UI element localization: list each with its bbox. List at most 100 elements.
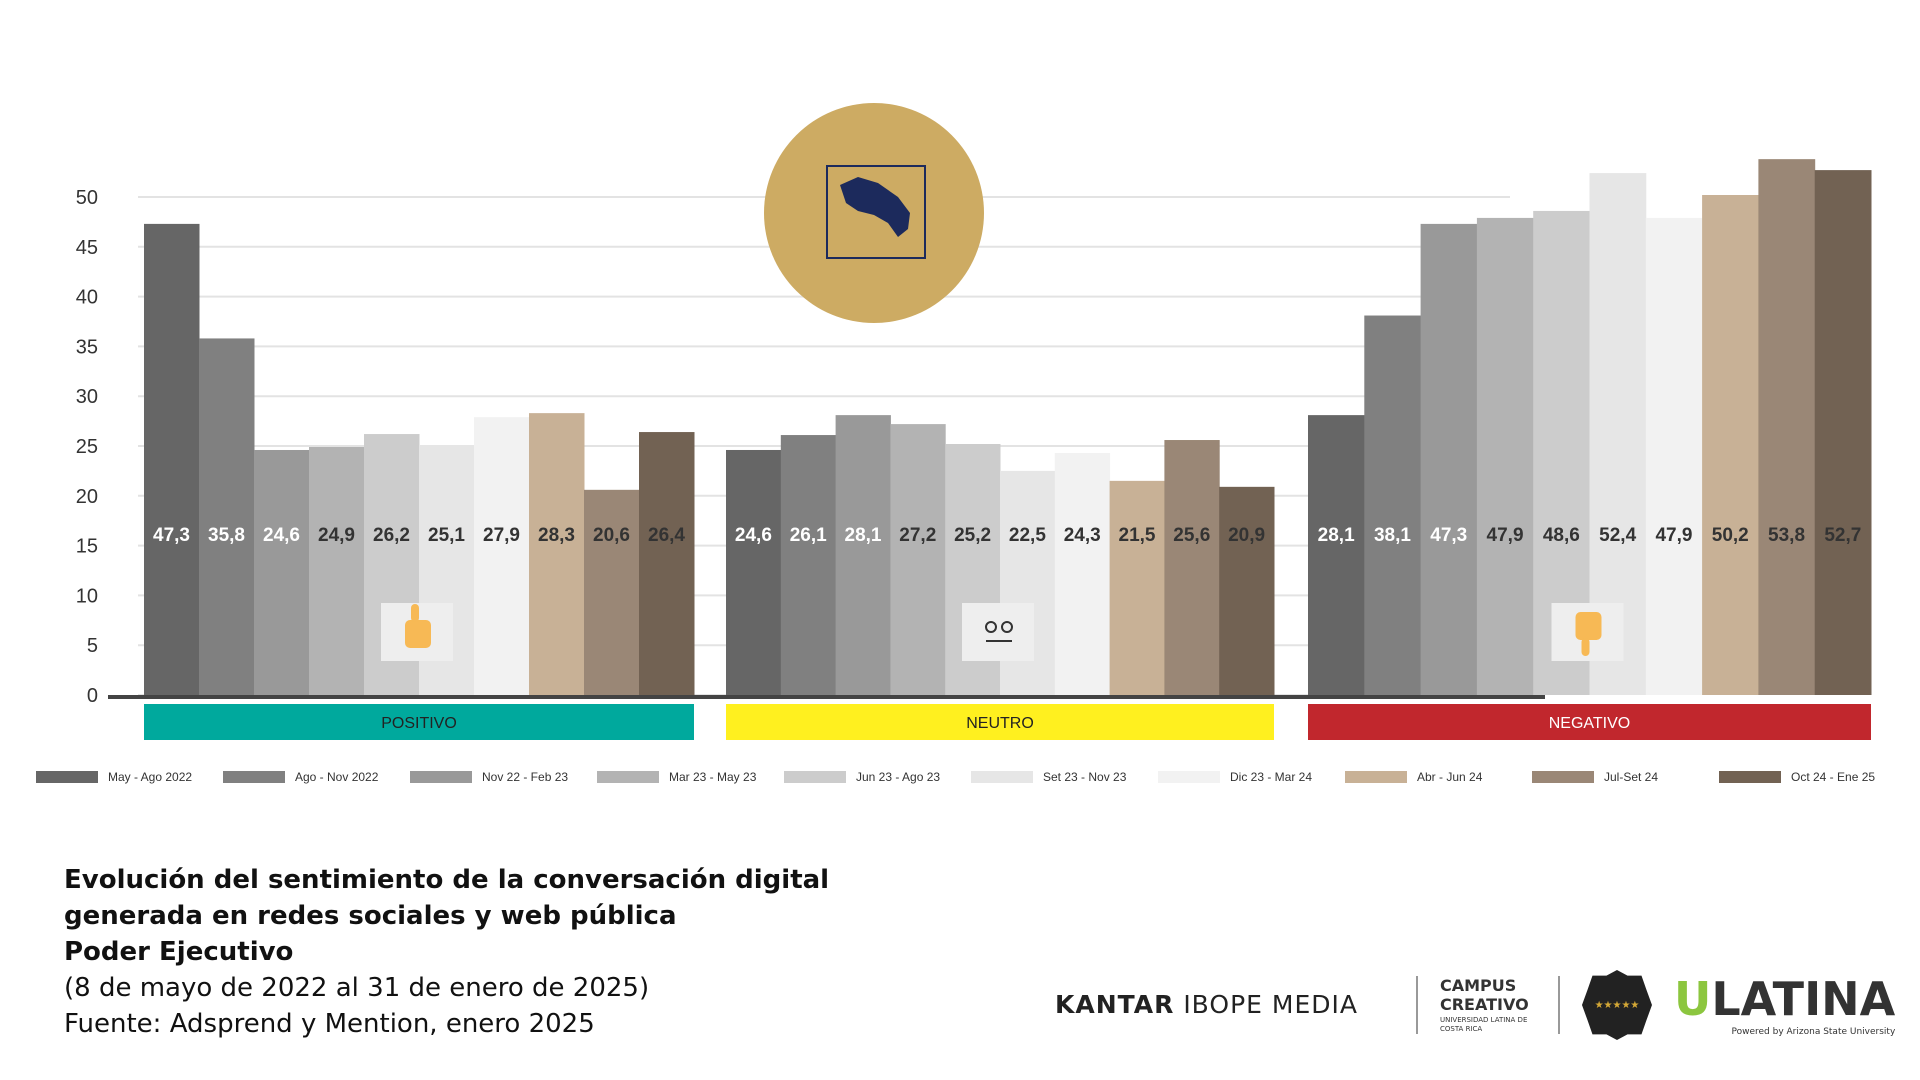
y-tick-label: 0: [87, 685, 98, 707]
caption-title-line: Evolución del sentimiento de la conversa…: [64, 865, 830, 895]
legend-swatch: [597, 771, 659, 783]
legend-item: Nov 22 - Feb 23: [410, 770, 597, 784]
data-label: 28,3: [538, 525, 575, 546]
bar: [1814, 170, 1872, 695]
data-label: 38,1: [1374, 525, 1411, 546]
data-label: 35,8: [208, 525, 245, 546]
bar: [474, 417, 530, 695]
legend-item: Dic 23 - Mar 24: [1158, 770, 1345, 784]
data-label: 24,6: [263, 525, 300, 546]
legend-label: Ago - Nov 2022: [295, 770, 379, 784]
y-tick-label: 20: [76, 486, 98, 508]
data-label: 47,9: [1655, 525, 1692, 546]
bar: [529, 413, 585, 695]
divider: [1415, 976, 1418, 1034]
legend: May - Ago 2022 Ago - Nov 2022 Nov 22 - Feb…: [36, 770, 1875, 784]
legend-label: Set 23 - Nov 23: [1043, 770, 1127, 784]
bar: [254, 449, 310, 695]
bar: [1420, 223, 1478, 695]
data-label: 28,1: [1318, 525, 1355, 546]
data-label: 26,2: [373, 525, 410, 546]
legend-item: Jul-Set 24: [1532, 770, 1719, 784]
kantar-logo: KANTAR IBOPE MEDIA: [1055, 990, 1358, 1019]
category-band: [726, 704, 1274, 740]
bar: [309, 446, 365, 695]
thumbs-up-icon: [411, 604, 419, 622]
divider: [1557, 976, 1560, 1034]
category-label: NEGATIVO: [1549, 715, 1631, 732]
y-tick-label: 35: [76, 336, 98, 358]
bar: [584, 489, 640, 695]
data-label: 22,5: [1009, 525, 1046, 546]
bar: [144, 223, 200, 695]
data-label: 25,2: [954, 525, 991, 546]
data-label: 27,9: [483, 525, 520, 546]
y-tick-label: 40: [76, 287, 98, 309]
y-tick-label: 10: [76, 585, 98, 607]
bar: [1054, 452, 1111, 695]
costa-rica-map-icon: [826, 165, 926, 259]
neutral-face-icon: [1001, 621, 1013, 633]
ulatina-logo: ULATINA Powered by Arizona State Univers…: [1673, 972, 1896, 1037]
legend-label: Jun 23 - Ago 23: [856, 770, 941, 784]
sentiment-bar-chart: 0 5 10 15 20 25 30 35 40 45 50 47,3 35,8 24,6 24,9 26,2…: [76, 159, 1872, 740]
neutral-face-icon: [985, 621, 997, 633]
legend-item: May - Ago 2022: [36, 770, 223, 784]
bar: [1109, 480, 1165, 695]
data-label: 27,2: [899, 525, 936, 546]
legend-swatch: [1345, 771, 1407, 783]
legend-label: May - Ago 2022: [108, 770, 193, 784]
caption-title-line: Poder Ejecutivo: [64, 937, 294, 967]
data-label: 25,6: [1173, 525, 1210, 546]
y-tick-label: 30: [76, 386, 98, 408]
data-label: 20,6: [593, 525, 630, 546]
data-label: 20,9: [1228, 525, 1265, 546]
legend-label: Jul-Set 24: [1604, 770, 1659, 784]
thumbs-down-icon: [1581, 638, 1590, 656]
chart-caption: Evolución del sentimiento de la conversa…: [64, 862, 829, 1042]
bar: [1219, 486, 1275, 695]
y-tick-label: 15: [76, 536, 98, 558]
legend-label: Abr - Jun 24: [1417, 770, 1483, 784]
observatory-emblem: [764, 103, 984, 323]
partner-logos: KANTAR IBOPE MEDIA CAMPUS CREATIVO UNIVER…: [1055, 960, 1895, 1050]
legend-swatch: [1158, 771, 1220, 783]
data-label: 24,9: [318, 525, 355, 546]
bar: [1645, 217, 1703, 695]
data-label: 26,4: [648, 525, 685, 546]
data-label: 48,6: [1543, 525, 1580, 546]
bar: [835, 415, 891, 695]
caption-source: Fuente: Adsprend y Mention, enero 2025: [64, 1009, 595, 1039]
neutral-face-icon-background: [962, 603, 1034, 661]
data-label: 28,1: [845, 525, 882, 546]
bar: [780, 435, 837, 695]
data-label: 21,5: [1119, 525, 1156, 546]
bar: [726, 449, 782, 695]
legend-swatch: [1532, 771, 1594, 783]
data-label: 47,9: [1487, 525, 1524, 546]
category-band: [144, 704, 694, 740]
legend-item: Jun 23 - Ago 23: [784, 770, 971, 784]
legend-swatch: [223, 771, 285, 783]
data-label: 24,6: [735, 525, 772, 546]
data-label: 50,2: [1712, 525, 1749, 546]
category-label: POSITIVO: [381, 715, 457, 732]
bar: [639, 432, 695, 695]
legend-label: Mar 23 - May 23: [669, 770, 757, 784]
legend-item: Ago - Nov 2022: [223, 770, 410, 784]
data-label: 47,3: [153, 525, 190, 546]
legend-item: Oct 24 - Ene 25: [1719, 770, 1875, 784]
bar: [1000, 470, 1056, 695]
legend-label: Nov 22 - Feb 23: [482, 770, 569, 784]
y-tick-label: 25: [76, 436, 98, 458]
legend-swatch: [784, 771, 846, 783]
legend-swatch: [1719, 771, 1781, 783]
bar: [1476, 217, 1534, 695]
legend-label: Oct 24 - Ene 25: [1791, 770, 1876, 784]
category-label: NEUTRO: [966, 715, 1034, 732]
bar: [1364, 315, 1422, 695]
thumbs-up-icon: [405, 620, 431, 648]
y-tick-label: 45: [76, 237, 98, 259]
y-tick-label: 5: [87, 635, 98, 657]
legend-item: Abr - Jun 24: [1345, 770, 1532, 784]
